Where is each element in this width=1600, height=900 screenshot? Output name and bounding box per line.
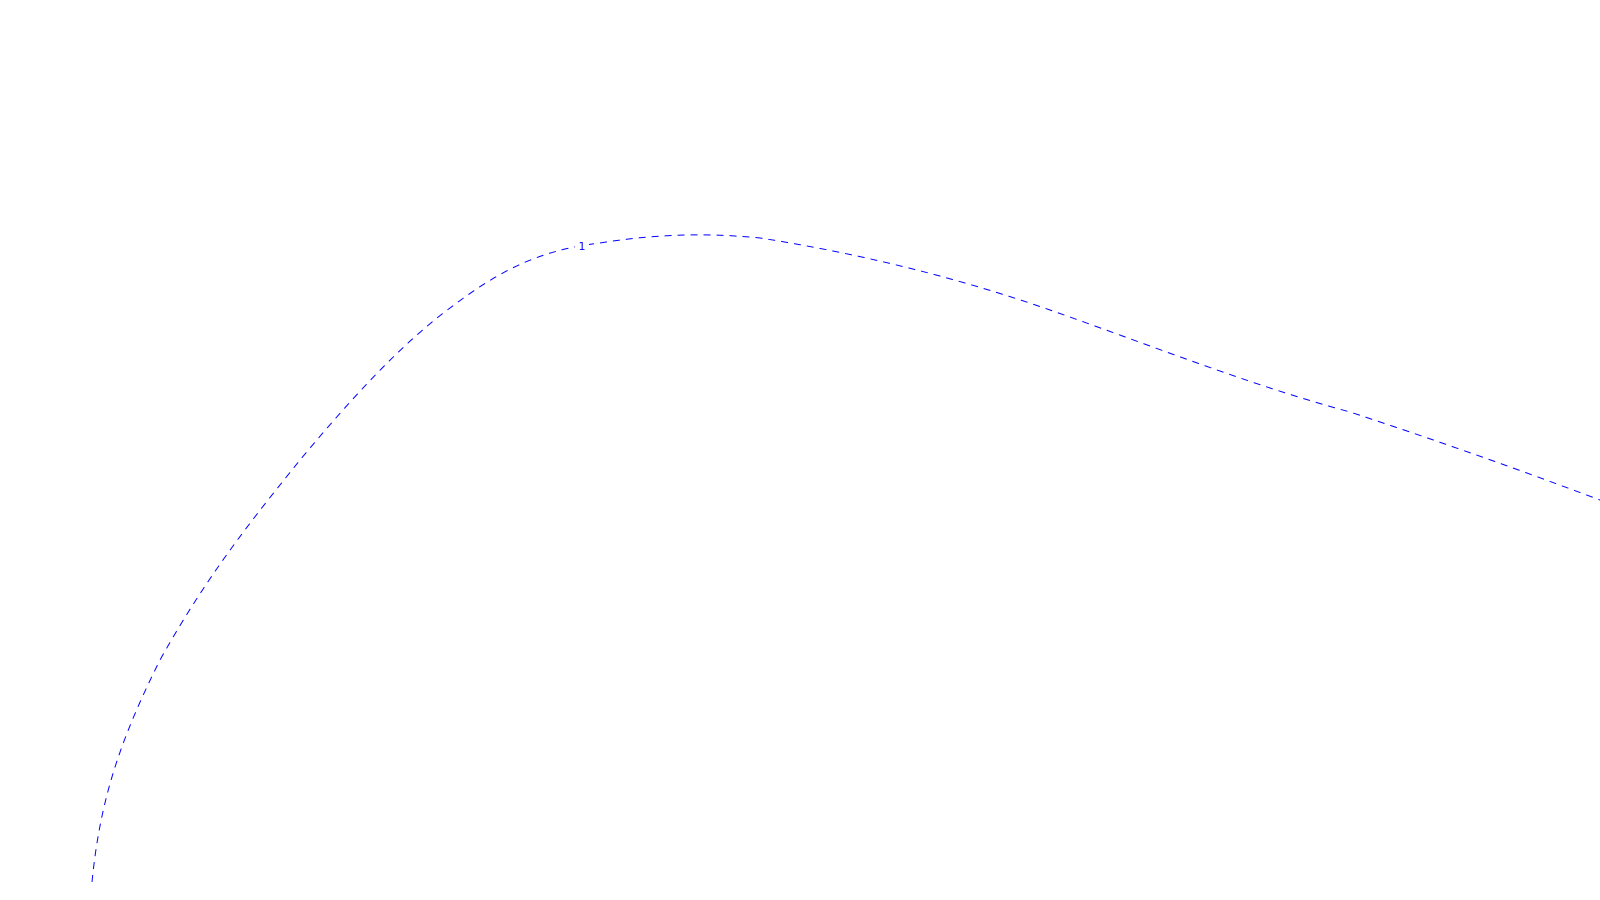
dashed-contour-line	[91, 234, 1600, 883]
contour-label-gap	[575, 238, 589, 252]
contour-label: 1	[579, 240, 586, 253]
